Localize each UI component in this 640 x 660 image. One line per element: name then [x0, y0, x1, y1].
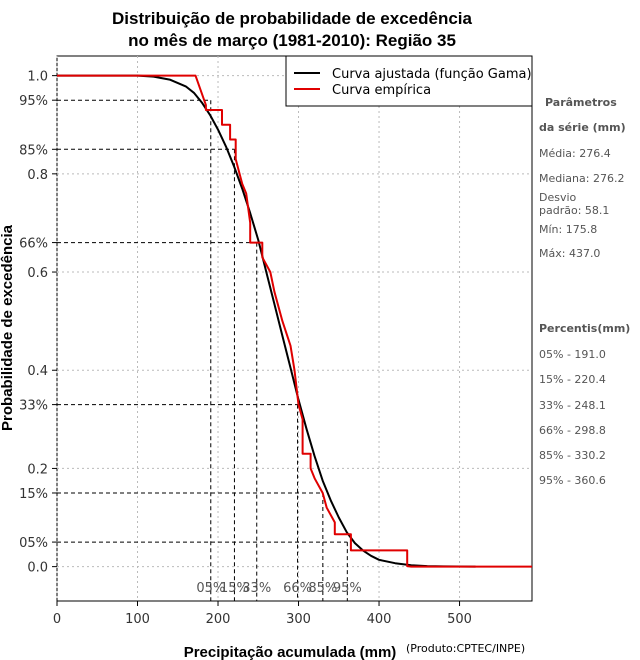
percentile-guides: 05%15%33% 66%85%95%	[57, 99, 362, 601]
percentile-label: 95%	[333, 581, 362, 596]
legend-box	[285, 55, 533, 107]
legend: Curva ajustada (função Gama) Curva empír…	[285, 55, 533, 107]
percentil-item: 05% - 191.0	[539, 348, 606, 361]
grid	[56, 56, 532, 601]
x-tick-label: 100	[125, 612, 150, 627]
series-line-empirical	[57, 74, 532, 568]
series-layer	[57, 74, 532, 568]
param-desvio-1: Desvio	[539, 191, 577, 204]
y-tick-label: 85%	[19, 143, 48, 158]
y-axis: 1.0 95% 85% 0.8 66% 0.6 0.4 33% 0.2 15% 05% 0.0	[19, 70, 57, 576]
y-tick-label: 0.2	[27, 462, 48, 477]
x-axis-label: Precipitação acumulada (mm)	[184, 644, 397, 660]
side-panel: Parâmetros da série (mm) Média: 276.4 Me…	[539, 96, 630, 487]
chart-title-line-2: no mês de março (1981-2010): Região 35	[128, 31, 456, 50]
series-line-fitted-gamma	[57, 74, 476, 568]
x-axis: 0 100 200 300 400 500	[53, 601, 472, 627]
y-tick-label: 95%	[19, 94, 48, 109]
y-tick-label: 15%	[19, 487, 48, 502]
percentil-item: 95% - 360.6	[539, 474, 606, 487]
percentil-item: 66% - 298.8	[539, 424, 606, 437]
param-min: Mín: 175.8	[539, 223, 597, 236]
plot-frame	[56, 55, 533, 602]
percentile-label: 33%	[242, 581, 271, 596]
y-tick-label: 66%	[19, 237, 48, 252]
percentil-item: 33% - 248.1	[539, 399, 606, 412]
param-desvio-2: padrão: 58.1	[539, 204, 609, 217]
param-max: Máx: 437.0	[539, 247, 600, 260]
percentile-label: 15%	[220, 581, 249, 596]
percentile-label: 05%	[196, 581, 225, 596]
percentile-label: 66%	[283, 581, 312, 596]
param-media: Média: 276.4	[539, 147, 611, 160]
x-tick-label: 500	[447, 612, 472, 627]
x-tick-label: 200	[206, 612, 231, 627]
params-title-2: da série (mm)	[539, 121, 626, 134]
params-title-1: Parâmetros	[545, 96, 617, 109]
legend-label-empirical: Curva empírica	[332, 83, 431, 98]
param-mediana: Mediana: 276.2	[539, 172, 624, 185]
percentil-item: 85% - 330.2	[539, 449, 606, 462]
y-axis-label: Probabilidade de excedência	[0, 224, 16, 431]
y-tick-label: 33%	[19, 399, 48, 414]
x-tick-label: 0	[53, 612, 61, 627]
y-tick-label: 0.0	[27, 561, 48, 576]
percentile-label: 85%	[308, 581, 337, 596]
y-tick-label: 0.8	[27, 168, 48, 183]
x-tick-label: 400	[367, 612, 392, 627]
y-tick-label: 05%	[19, 536, 48, 551]
x-tick-label: 300	[286, 612, 311, 627]
y-tick-label: 0.4	[27, 364, 48, 379]
credit-label: (Produto:CPTEC/INPE)	[406, 642, 525, 655]
legend-label-fitted: Curva ajustada (função Gama)	[332, 67, 532, 82]
percentil-item: 15% - 220.4	[539, 373, 606, 386]
percentis-title: Percentis(mm)	[539, 322, 630, 335]
y-tick-label: 1.0	[27, 70, 48, 85]
chart-title-line-1: Distribuição de probabilidade de excedên…	[112, 9, 472, 28]
y-tick-label: 0.6	[27, 266, 48, 281]
